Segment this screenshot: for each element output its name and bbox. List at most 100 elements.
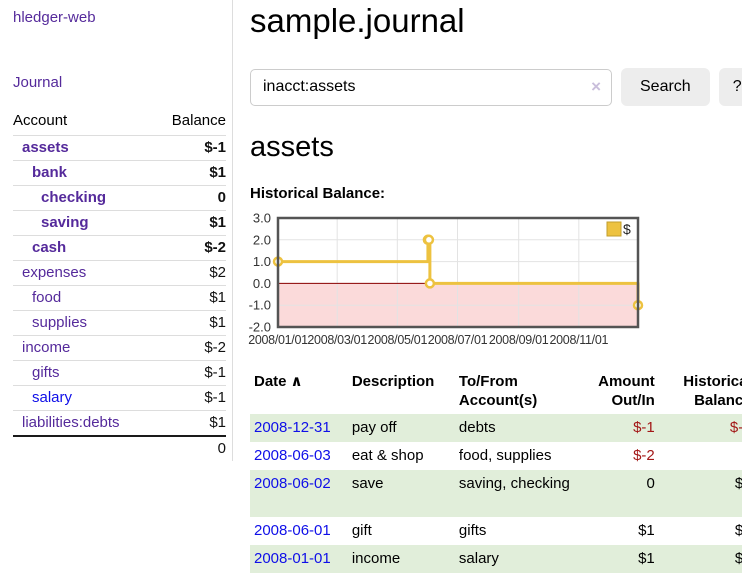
account-link-liabilities-debts[interactable]: liabilities:debts	[22, 414, 120, 431]
register-header-accounts: To/From Account(s)	[455, 370, 577, 414]
brand-link[interactable]: hledger-web	[13, 9, 96, 26]
register-table: Date∧ Description To/From Account(s) Amo…	[250, 370, 742, 573]
account-balance: $-2	[154, 236, 226, 261]
svg-text:$: $	[623, 221, 631, 237]
account-row: liabilities:debts $1	[13, 411, 226, 437]
account-balance: $-1	[154, 136, 226, 161]
transaction-description: pay off	[348, 414, 455, 442]
transaction-date-link[interactable]: 2008-12-31	[254, 419, 331, 436]
search-form: × Search ?	[250, 68, 742, 106]
svg-text:2008/03/01: 2008/03/01	[307, 333, 367, 347]
svg-text:1.0: 1.0	[253, 254, 271, 269]
transaction-amount: 0	[576, 470, 658, 517]
transaction-balance: 0	[659, 442, 742, 470]
account-link-salary[interactable]: salary	[32, 389, 72, 406]
account-row: salary $-1	[13, 386, 226, 411]
transaction-accounts: debts	[455, 414, 577, 442]
svg-text:0.0: 0.0	[253, 276, 271, 291]
accounts-total-row: 0	[13, 436, 226, 461]
transaction-amount: $-2	[576, 442, 658, 470]
accounts-total: 0	[154, 436, 226, 461]
register-row: 2008-06-03 eat & shop food, supplies $-2…	[250, 442, 742, 470]
transaction-balance: $2	[659, 470, 742, 517]
accounts-table: Account Balance assets $-1 bank $1 check…	[13, 109, 226, 461]
account-row: supplies $1	[13, 311, 226, 336]
account-link-checking[interactable]: checking	[41, 189, 106, 206]
help-button[interactable]: ?	[719, 68, 742, 106]
register-header-date[interactable]: Date∧	[250, 370, 348, 414]
svg-text:2008/01/01: 2008/01/01	[248, 333, 308, 347]
register-row: 2008-12-31 pay off debts $-1 $-1	[250, 414, 742, 442]
transaction-amount: $1	[576, 545, 658, 573]
transaction-amount: $1	[576, 517, 658, 545]
account-row: gifts $-1	[13, 361, 226, 386]
account-row: expenses $2	[13, 261, 226, 286]
sidebar: hledger-web Journal Account Balance asse…	[0, 0, 233, 461]
account-row: checking 0	[13, 186, 226, 211]
account-balance: $1	[154, 286, 226, 311]
account-balance: $-1	[154, 386, 226, 411]
account-row: assets $-1	[13, 136, 226, 161]
account-link-supplies[interactable]: supplies	[32, 314, 87, 331]
account-balance: $-2	[154, 336, 226, 361]
transaction-description: income	[348, 545, 455, 573]
account-link-gifts[interactable]: gifts	[32, 364, 60, 381]
page-title: sample.journal	[250, 2, 742, 40]
transaction-balance: $-1	[659, 414, 742, 442]
account-balance: 0	[154, 186, 226, 211]
account-link-income[interactable]: income	[22, 339, 70, 356]
account-link-food[interactable]: food	[32, 289, 61, 306]
transaction-amount: $-1	[576, 414, 658, 442]
transaction-balance: $1	[659, 545, 742, 573]
historical-balance-chart: $3.02.01.00.0-1.0-2.02008/01/012008/03/0…	[240, 207, 742, 358]
svg-text:2.0: 2.0	[253, 232, 271, 247]
transaction-date-link[interactable]: 2008-06-03	[254, 447, 331, 464]
accounts-header-row: Account Balance	[13, 109, 226, 136]
sidebar-item-journal[interactable]: Journal	[13, 74, 62, 91]
main-content: sample.journal × Search ? assets Histori…	[233, 0, 742, 582]
svg-text:2008/07/01: 2008/07/01	[428, 333, 488, 347]
svg-text:2008/09/01: 2008/09/01	[489, 333, 549, 347]
transaction-accounts: food, supplies	[455, 442, 577, 470]
account-balance: $2	[154, 261, 226, 286]
svg-text:2008/05/01: 2008/05/01	[368, 333, 428, 347]
account-balance: $-1	[154, 361, 226, 386]
transaction-accounts: saving, checking	[455, 470, 577, 517]
account-balance: $1	[154, 161, 226, 186]
account-link-saving[interactable]: saving	[41, 214, 89, 231]
account-balance: $1	[154, 211, 226, 236]
account-heading: assets	[250, 131, 742, 164]
search-button[interactable]: Search	[621, 68, 710, 106]
account-row: food $1	[13, 286, 226, 311]
account-row: income $-2	[13, 336, 226, 361]
account-balance: $1	[154, 411, 226, 437]
clear-search-icon[interactable]: ×	[591, 77, 601, 97]
transaction-date-link[interactable]: 2008-06-01	[254, 522, 331, 539]
transaction-accounts: gifts	[455, 517, 577, 545]
accounts-header-balance: Balance	[154, 109, 226, 136]
sort-ascending-icon: ∧	[291, 373, 303, 390]
register-header-amount: Amount Out/In	[576, 370, 658, 414]
transaction-balance: $2	[659, 517, 742, 545]
register-header-balance: Historical Balance	[659, 370, 742, 414]
account-link-expenses[interactable]: expenses	[22, 264, 86, 281]
account-link-assets[interactable]: assets	[22, 139, 69, 156]
register-row: 2008-06-02 save saving, checking 0 $2	[250, 470, 742, 517]
transaction-date-link[interactable]: 2008-06-02	[254, 475, 331, 492]
register-header-description: Description	[348, 370, 455, 414]
account-link-bank[interactable]: bank	[32, 164, 67, 181]
transaction-description: eat & shop	[348, 442, 455, 470]
account-balance: $1	[154, 311, 226, 336]
accounts-header-account: Account	[13, 109, 154, 136]
transaction-accounts: salary	[455, 545, 577, 573]
search-input[interactable]	[250, 69, 612, 106]
register-row: 2008-06-01 gift gifts $1 $2	[250, 517, 742, 545]
account-link-cash[interactable]: cash	[32, 239, 66, 256]
transaction-date-link[interactable]: 2008-01-01	[254, 550, 331, 567]
svg-text:2008/11/01: 2008/11/01	[550, 333, 609, 347]
chart-title: Historical Balance:	[250, 185, 742, 202]
register-row: 2008-01-01 income salary $1 $1	[250, 545, 742, 573]
register-header-row: Date∧ Description To/From Account(s) Amo…	[250, 370, 742, 414]
account-row: saving $1	[13, 211, 226, 236]
account-row: cash $-2	[13, 236, 226, 261]
